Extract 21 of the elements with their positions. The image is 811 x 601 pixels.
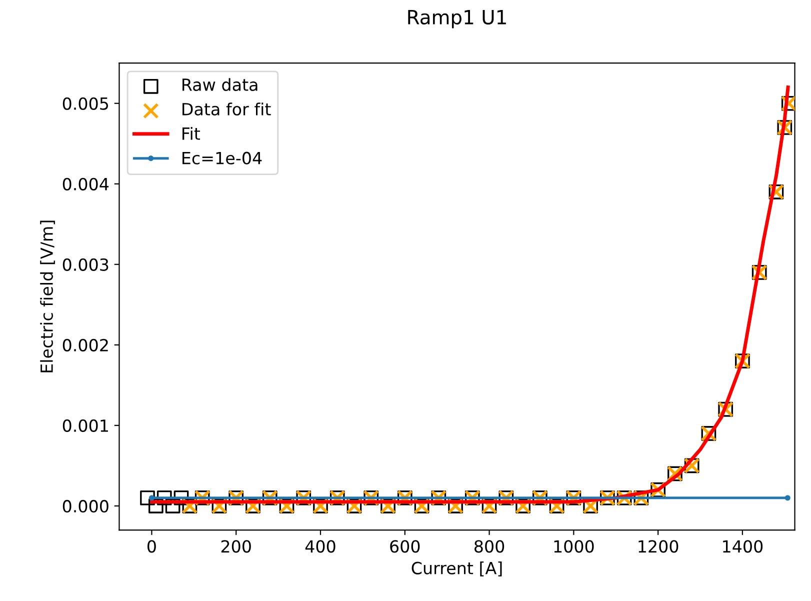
legend-label: Fit [182, 127, 200, 140]
legend-label: Data for fit [182, 102, 271, 116]
chart-title: Ramp1 U1 [408, 10, 506, 28]
y-tick-label: 0.003 [62, 258, 108, 271]
y-tick-label: 0.001 [62, 419, 108, 432]
x-tick-label: 1000 [554, 540, 594, 553]
legend-label: Ec=1e-04 [182, 152, 262, 164]
y-tick-label: 0.000 [62, 500, 108, 512]
y-tick-label: 0.002 [62, 338, 108, 352]
y-tick-label: 0.004 [62, 178, 109, 190]
x-tick-label: 200 [221, 540, 251, 553]
x-tick-label: 600 [390, 540, 420, 553]
x-tick-label: 0 [148, 540, 156, 553]
x-tick-label: 800 [474, 540, 504, 553]
x-tick-label: 1200 [638, 540, 678, 553]
legend-label: Raw data [182, 78, 258, 92]
x-axis-title: Current [A] [412, 561, 502, 576]
x-tick-label: 400 [305, 540, 336, 553]
x-tick-label: 1400 [723, 540, 763, 553]
y-axis-title: Electric field [V/m] [40, 220, 55, 372]
y-tick-label: 0.005 [62, 97, 108, 110]
